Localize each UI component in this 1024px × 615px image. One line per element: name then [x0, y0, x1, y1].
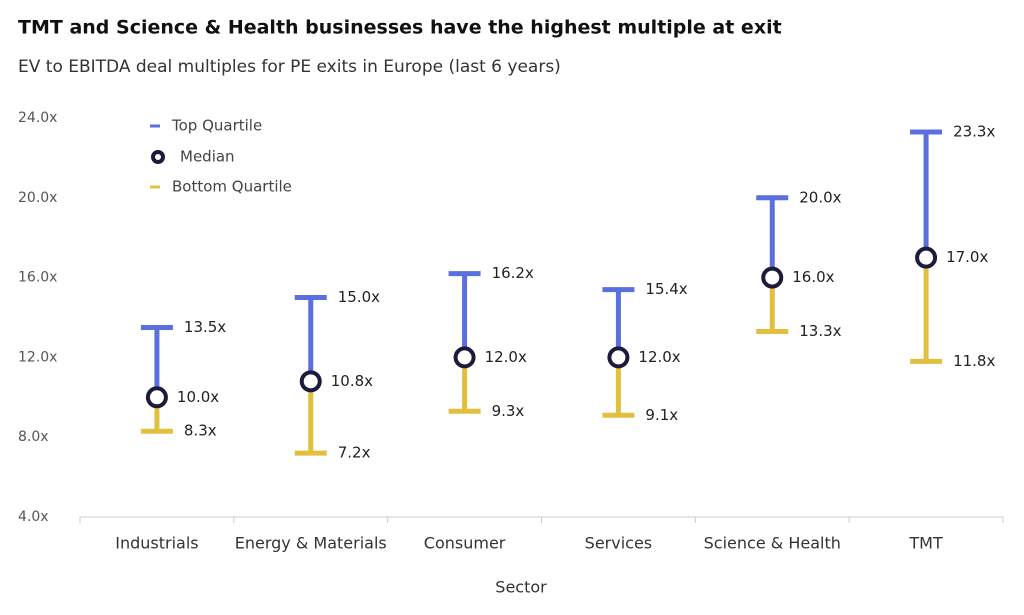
- median-marker: [607, 346, 630, 369]
- value-label: 7.2x: [338, 444, 371, 462]
- y-tick-label: 16.0x: [18, 270, 57, 286]
- value-label: 15.0x: [338, 288, 380, 306]
- x-tick-label: Consumer: [424, 534, 506, 553]
- value-label: 12.0x: [638, 348, 680, 366]
- y-tick-label: 24.0x: [18, 110, 57, 126]
- chart-subtitle: EV to EBITDA deal multiples for PE exits…: [18, 57, 561, 77]
- legend-label: Bottom Quartile: [172, 178, 292, 196]
- x-tick-label: Science & Health: [704, 534, 841, 553]
- value-label: 10.0x: [177, 388, 219, 406]
- value-label: 11.8x: [953, 352, 995, 370]
- value-label: 8.3x: [184, 422, 217, 440]
- y-tick-label: 8.0x: [18, 429, 49, 445]
- median-marker: [299, 370, 322, 393]
- value-label: 9.1x: [645, 406, 678, 424]
- x-axis-label: Sector: [495, 578, 547, 597]
- value-label: 23.3x: [953, 122, 995, 140]
- value-label: 16.2x: [492, 264, 534, 282]
- x-tick-label: Energy & Materials: [235, 534, 387, 553]
- value-label: 12.0x: [485, 348, 527, 366]
- value-label: 13.3x: [799, 322, 841, 340]
- value-label: 9.3x: [492, 402, 525, 420]
- median-marker: [761, 266, 784, 289]
- legend-swatch: [151, 150, 165, 164]
- y-tick-label: 20.0x: [18, 190, 57, 206]
- x-tick-label: TMT: [908, 534, 943, 553]
- value-label: 16.0x: [792, 268, 834, 286]
- chart-title: TMT and Science & Health businesses have…: [18, 17, 782, 39]
- median-marker: [915, 246, 938, 269]
- legend-label: Median: [180, 148, 235, 166]
- median-marker: [145, 386, 168, 409]
- value-label: 15.4x: [645, 280, 687, 298]
- value-label: 13.5x: [184, 318, 226, 336]
- value-label: 17.0x: [946, 248, 988, 266]
- y-tick-label: 12.0x: [18, 349, 57, 365]
- median-marker: [453, 346, 476, 369]
- legend-label: Top Quartile: [171, 117, 262, 135]
- x-tick-label: Industrials: [115, 534, 198, 553]
- value-label: 10.8x: [331, 372, 373, 390]
- value-label: 20.0x: [799, 188, 841, 206]
- y-tick-label: 4.0x: [18, 509, 49, 525]
- x-tick-label: Services: [585, 534, 652, 553]
